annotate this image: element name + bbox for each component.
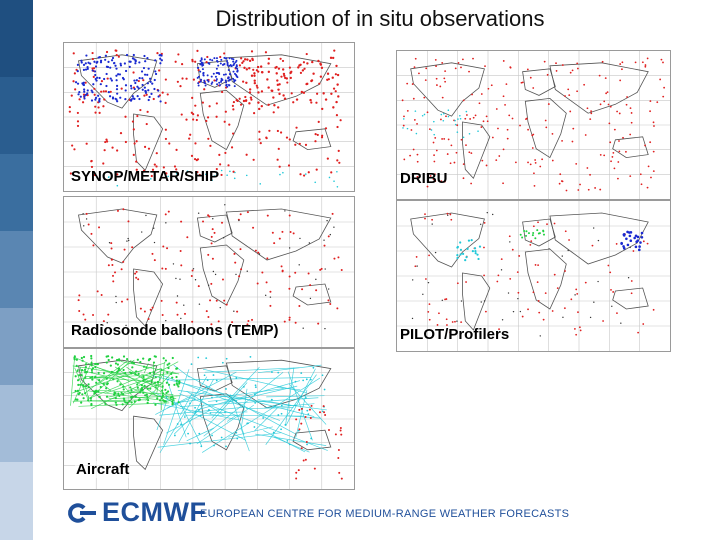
map-synop (63, 42, 355, 192)
footer-subtitle: EUROPEAN CENTRE FOR MEDIUM-RANGE WEATHER… (200, 508, 570, 520)
logo-text: ECMWF (102, 497, 207, 527)
panel-label-dribu: DRIBU (400, 170, 448, 187)
map-dribu (396, 50, 671, 200)
panel-label-aircraft: Aircraft (75, 461, 131, 478)
sidebar-gradient (0, 0, 33, 540)
map-pilot (396, 200, 671, 352)
ecmwf-logo-icon (68, 503, 96, 523)
panel-label-synop: SYNOP/METAR/SHIP (71, 168, 220, 185)
footer: ECMWF EUROPEAN CENTRE FOR MEDIUM-RANGE W… (66, 497, 569, 529)
page-title: Distribution of in situ observations (215, 6, 545, 31)
panel-label-temp: Radiosonde balloons (TEMP) (71, 322, 279, 339)
panel-label-pilot: PILOT/Profilers (400, 326, 510, 343)
map-temp (63, 196, 355, 348)
